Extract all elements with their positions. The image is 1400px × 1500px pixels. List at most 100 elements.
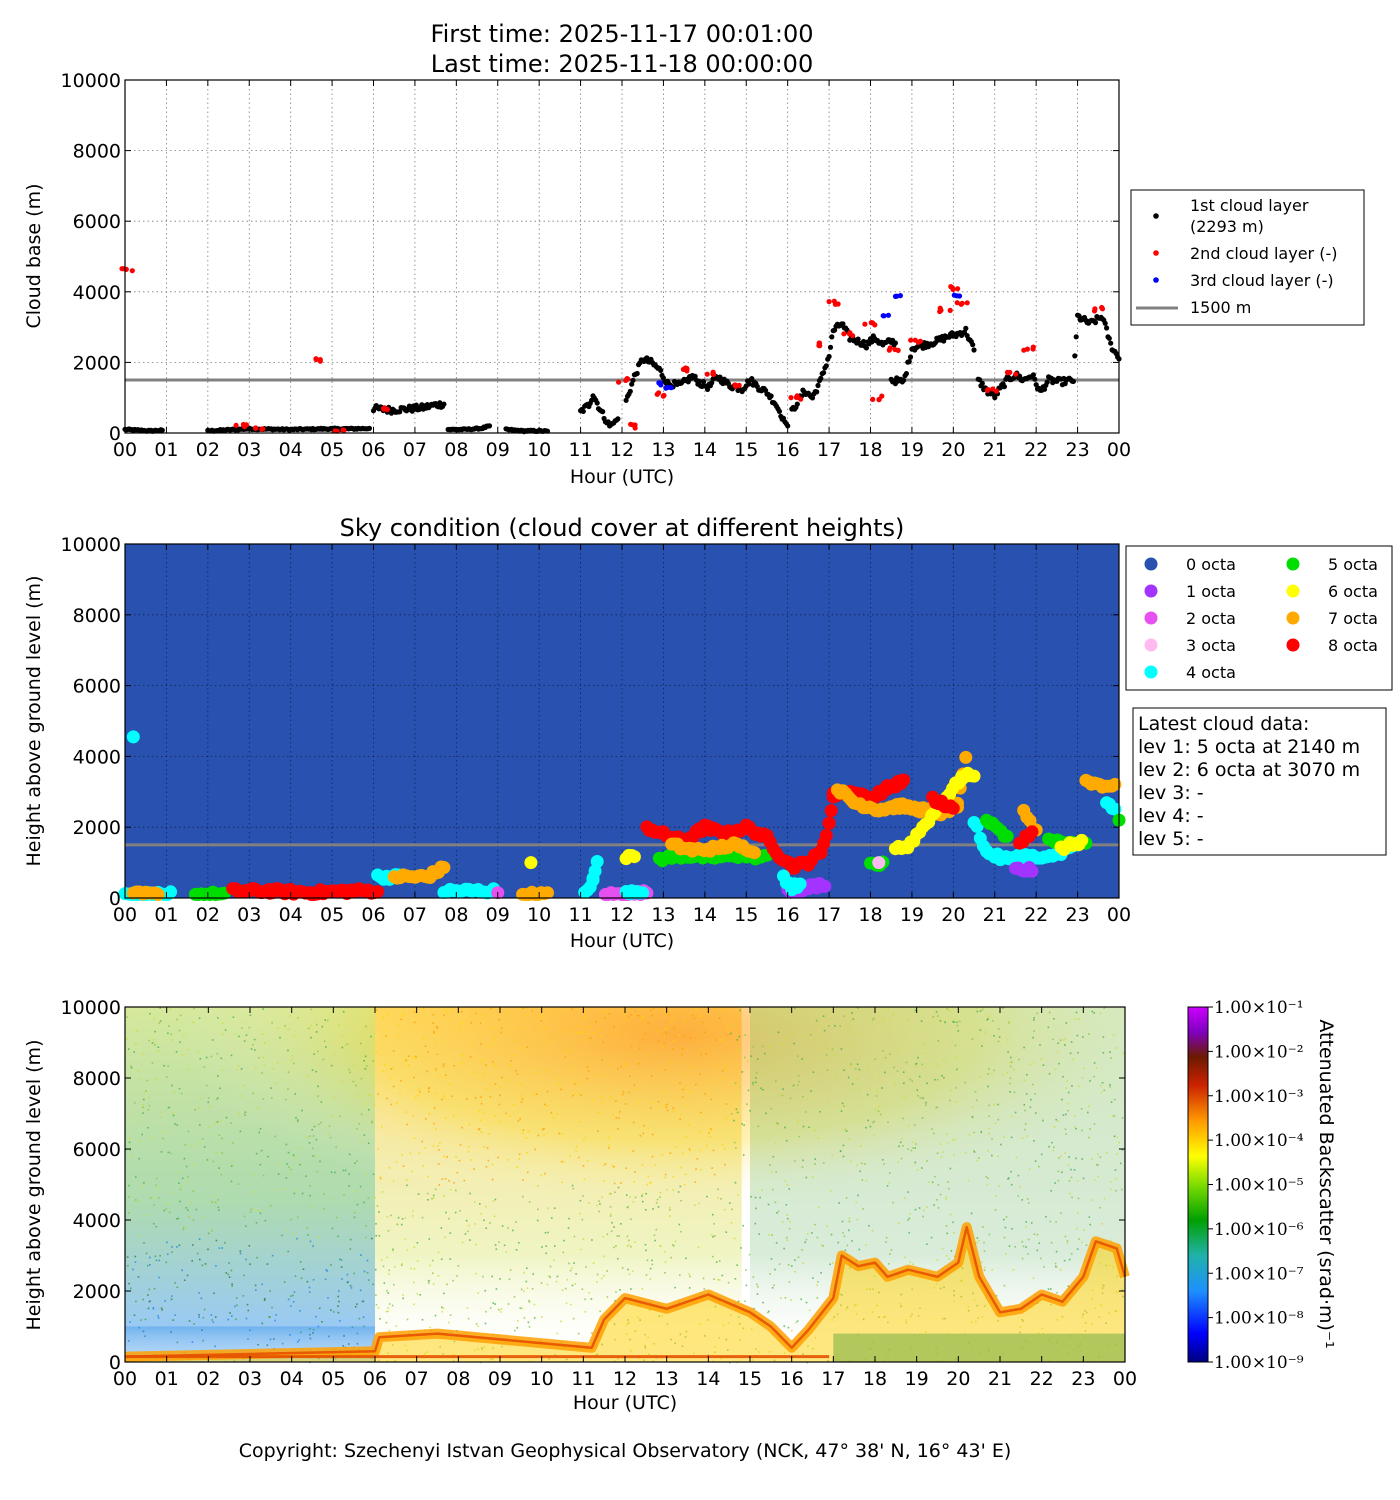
- backscatter-speckle: [469, 1239, 471, 1241]
- backscatter-speckle: [199, 1097, 202, 1100]
- third-layer-point: [894, 293, 900, 299]
- backscatter-speckle: [228, 1262, 230, 1264]
- backscatter-speckle: [517, 1120, 520, 1122]
- backscatter-speckle: [1059, 1155, 1062, 1158]
- backscatter-speckle: [347, 1343, 350, 1345]
- backscatter-speckle: [725, 1117, 728, 1120]
- backscatter-speckle: [364, 1068, 367, 1070]
- backscatter-speckle: [723, 1147, 726, 1150]
- backscatter-speckle: [1091, 1158, 1093, 1160]
- backscatter-speckle: [611, 1165, 614, 1167]
- backscatter-speckle: [255, 1222, 258, 1224]
- second-layer-point: [616, 379, 622, 385]
- x-tick-label: 03: [237, 904, 261, 926]
- backscatter-speckle: [334, 1171, 336, 1174]
- backscatter-speckle: [428, 1086, 431, 1089]
- backscatter-speckle: [590, 1298, 593, 1300]
- backscatter-speckle: [191, 1260, 193, 1262]
- backscatter-speckle: [235, 1297, 238, 1299]
- backscatter-speckle: [170, 1191, 172, 1194]
- backscatter-speckle: [794, 1007, 796, 1009]
- backscatter-speckle: [244, 1111, 247, 1114]
- backscatter-speckle: [638, 1014, 640, 1017]
- backscatter-speckle: [569, 1050, 571, 1052]
- backscatter-speckle: [575, 1150, 577, 1152]
- x-tick-label: 13: [651, 439, 675, 461]
- backscatter-speckle: [448, 1180, 450, 1182]
- backscatter-speckle: [128, 1196, 130, 1198]
- backscatter-speckle: [771, 1287, 774, 1289]
- backscatter-speckle: [405, 1111, 407, 1113]
- backscatter-speckle: [225, 1272, 228, 1274]
- backscatter-speckle: [418, 1088, 420, 1091]
- backscatter-speckle: [1021, 1199, 1024, 1201]
- backscatter-speckle: [316, 1023, 318, 1026]
- backscatter-speckle: [198, 1238, 201, 1240]
- backscatter-speckle: [498, 1018, 501, 1021]
- backscatter-speckle: [987, 1177, 989, 1179]
- backscatter-ylabel: Height above ground level (m): [23, 1040, 45, 1331]
- backscatter-speckle: [628, 1239, 630, 1242]
- backscatter-speckle: [682, 1088, 684, 1091]
- second-layer-point: [870, 320, 876, 326]
- backscatter-speckle: [768, 1045, 770, 1048]
- backscatter-speckle: [1067, 1091, 1070, 1094]
- backscatter-speckle: [402, 1165, 405, 1167]
- backscatter-speckle: [983, 1250, 986, 1252]
- backscatter-speckle: [713, 1173, 716, 1176]
- backscatter-speckle: [208, 1106, 211, 1108]
- backscatter-speckle: [281, 1234, 283, 1237]
- backscatter-speckle: [187, 1209, 189, 1211]
- backscatter-speckle: [214, 1122, 217, 1125]
- backscatter-speckle: [651, 1133, 654, 1136]
- backscatter-speckle: [498, 1308, 500, 1311]
- backscatter-speckle: [372, 1060, 374, 1062]
- x-tick-label: 17: [821, 1368, 845, 1390]
- cloud-base-ylabel: Cloud base (m): [23, 184, 45, 329]
- backscatter-speckle: [515, 1249, 518, 1251]
- backscatter-speckle: [873, 1017, 875, 1020]
- backscatter-speckle: [611, 1230, 613, 1233]
- backscatter-speckle: [845, 1130, 848, 1132]
- backscatter-speckle: [915, 1143, 917, 1145]
- backscatter-speckle: [431, 1259, 434, 1262]
- backscatter-speckle: [161, 1131, 164, 1134]
- y-tick-label: 8000: [73, 1068, 121, 1090]
- backscatter-speckle: [215, 1098, 218, 1100]
- backscatter-speckle: [1014, 1111, 1017, 1114]
- backscatter-speckle: [200, 1297, 203, 1300]
- backscatter-speckle: [219, 1087, 221, 1090]
- backscatter-speckle: [652, 1007, 655, 1010]
- x-tick-label: 02: [196, 439, 220, 461]
- backscatter-speckle: [861, 1162, 863, 1165]
- backscatter-speckle: [327, 1133, 330, 1135]
- backscatter-speckle: [297, 1119, 299, 1121]
- third-layer-point: [663, 385, 669, 391]
- backscatter-speckle: [360, 1140, 363, 1143]
- third-layer-point: [668, 385, 674, 391]
- backscatter-speckle: [761, 1045, 764, 1048]
- y-tick-label: 4000: [73, 282, 121, 304]
- backscatter-speckle: [804, 1111, 807, 1113]
- backscatter-speckle: [871, 1121, 874, 1124]
- backscatter-speckle: [532, 1273, 534, 1275]
- backscatter-speckle: [187, 1176, 189, 1178]
- backscatter-speckle: [138, 1119, 141, 1121]
- backscatter-speckle: [210, 1228, 213, 1230]
- backscatter-speckle: [893, 1066, 895, 1069]
- legend-second-layer-marker: [1153, 250, 1159, 256]
- backscatter-speckle: [330, 1309, 332, 1311]
- backscatter-speckle: [916, 1168, 919, 1171]
- backscatter-speckle: [664, 1250, 666, 1253]
- backscatter-speckle: [921, 1063, 924, 1066]
- y-tick-label: 0: [109, 423, 121, 445]
- backscatter-speckle: [541, 1316, 543, 1318]
- backscatter-speckle: [744, 1056, 746, 1059]
- backscatter-speckle: [493, 1041, 495, 1043]
- backscatter-speckle: [209, 1125, 211, 1128]
- first-layer-point: [821, 370, 827, 376]
- backscatter-speckle: [884, 1056, 887, 1059]
- backscatter-speckle: [770, 1171, 773, 1174]
- backscatter-speckle: [700, 1169, 702, 1171]
- backscatter-speckle: [159, 1020, 162, 1022]
